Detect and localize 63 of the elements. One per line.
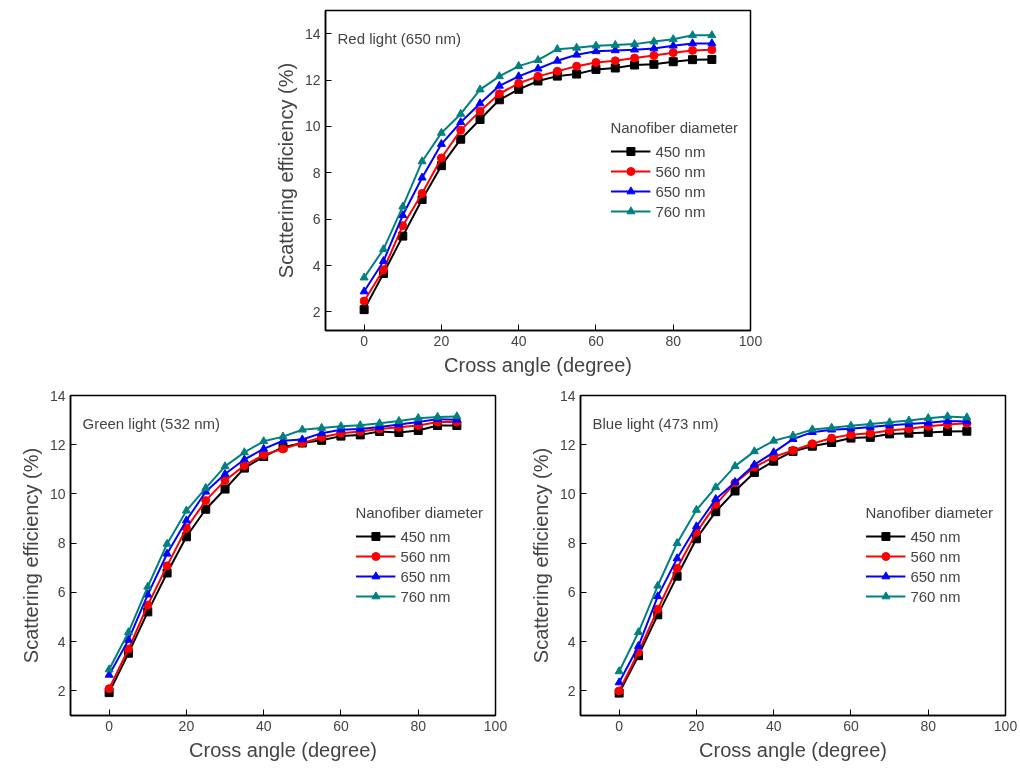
y-tick-label: 12 <box>49 436 66 453</box>
y-tick-label: 10 <box>49 485 66 502</box>
x-tick-label: 40 <box>510 332 527 349</box>
y-tick-label: 6 <box>312 211 321 228</box>
x-tick-label: 20 <box>178 717 195 734</box>
x-tick-label: 0 <box>105 717 114 734</box>
y-tick-label: 14 <box>49 387 66 404</box>
x-tick-label: 60 <box>843 717 859 734</box>
y-tick-label: 8 <box>567 535 576 552</box>
x-tick-label: 40 <box>255 717 272 734</box>
legend-label: 650 nm <box>910 567 961 585</box>
legend-label: 760 nm <box>910 587 961 605</box>
text: Red light (650 nm) <box>337 29 461 47</box>
x-tick-label: 20 <box>433 332 450 349</box>
y-tick-label: 10 <box>304 118 321 135</box>
legend-title: Nanofiber diameter <box>610 119 738 136</box>
legend-title: Nanofiber diameter <box>355 504 483 521</box>
x-tick-label: 80 <box>920 717 937 734</box>
y-tick-label: 2 <box>312 303 321 320</box>
legend-label: 450 nm <box>400 527 451 545</box>
y-tick-label: 12 <box>304 72 321 89</box>
x-tick-label: 100 <box>993 717 1018 734</box>
x-tick-label: 40 <box>765 717 782 734</box>
y-tick-label: 10 <box>559 485 576 502</box>
y-tick-label: 12 <box>559 436 576 453</box>
x-tick-label: 80 <box>665 332 682 349</box>
y-tick-label: 4 <box>567 633 576 650</box>
y-tick-label: 8 <box>57 535 66 552</box>
x-tick-label: 20 <box>688 717 705 734</box>
legend-label: 760 nm <box>400 587 451 605</box>
y-axis-title: Scattering efficiency (%) <box>529 447 552 664</box>
legend-label: 560 nm <box>400 547 451 565</box>
x-tick-label: 80 <box>410 717 427 734</box>
y-tick-label: 2 <box>57 682 66 699</box>
x-tick-label: 100 <box>483 717 508 734</box>
x-tick-label: 60 <box>333 717 349 734</box>
x-tick-label: 60 <box>588 332 604 349</box>
legend-label: 450 nm <box>910 527 961 545</box>
legend-label: 450 nm <box>655 142 706 160</box>
y-tick-label: 14 <box>304 25 321 42</box>
legend-label: 650 nm <box>655 182 706 200</box>
legend-label: 560 nm <box>910 547 961 565</box>
y-tick-label: 2 <box>567 682 576 699</box>
y-tick-label: 4 <box>57 633 66 650</box>
x-axis-title: Cross angle (degree) <box>699 738 887 761</box>
text: Green light (532 nm) <box>82 414 221 432</box>
legend-label: 560 nm <box>655 162 706 180</box>
y-tick-label: 6 <box>57 584 66 601</box>
text: Blue light (473 nm) <box>592 414 719 432</box>
legend-label: 760 nm <box>655 202 706 220</box>
x-tick-label: 100 <box>738 332 763 349</box>
x-tick-label: 0 <box>360 332 369 349</box>
y-tick-label: 14 <box>559 387 576 404</box>
legend-label: 650 nm <box>400 567 451 585</box>
x-axis-title: Cross angle (degree) <box>189 738 377 761</box>
y-tick-label: 8 <box>312 164 321 181</box>
y-tick-label: 6 <box>567 584 576 601</box>
y-axis-title: Scattering efficiency (%) <box>274 62 297 279</box>
y-tick-label: 4 <box>312 257 321 274</box>
y-axis-title: Scattering efficiency (%) <box>19 447 42 664</box>
legend-title: Nanofiber diameter <box>865 504 993 521</box>
x-tick-label: 0 <box>615 717 624 734</box>
x-axis-title: Cross angle (degree) <box>444 353 632 376</box>
